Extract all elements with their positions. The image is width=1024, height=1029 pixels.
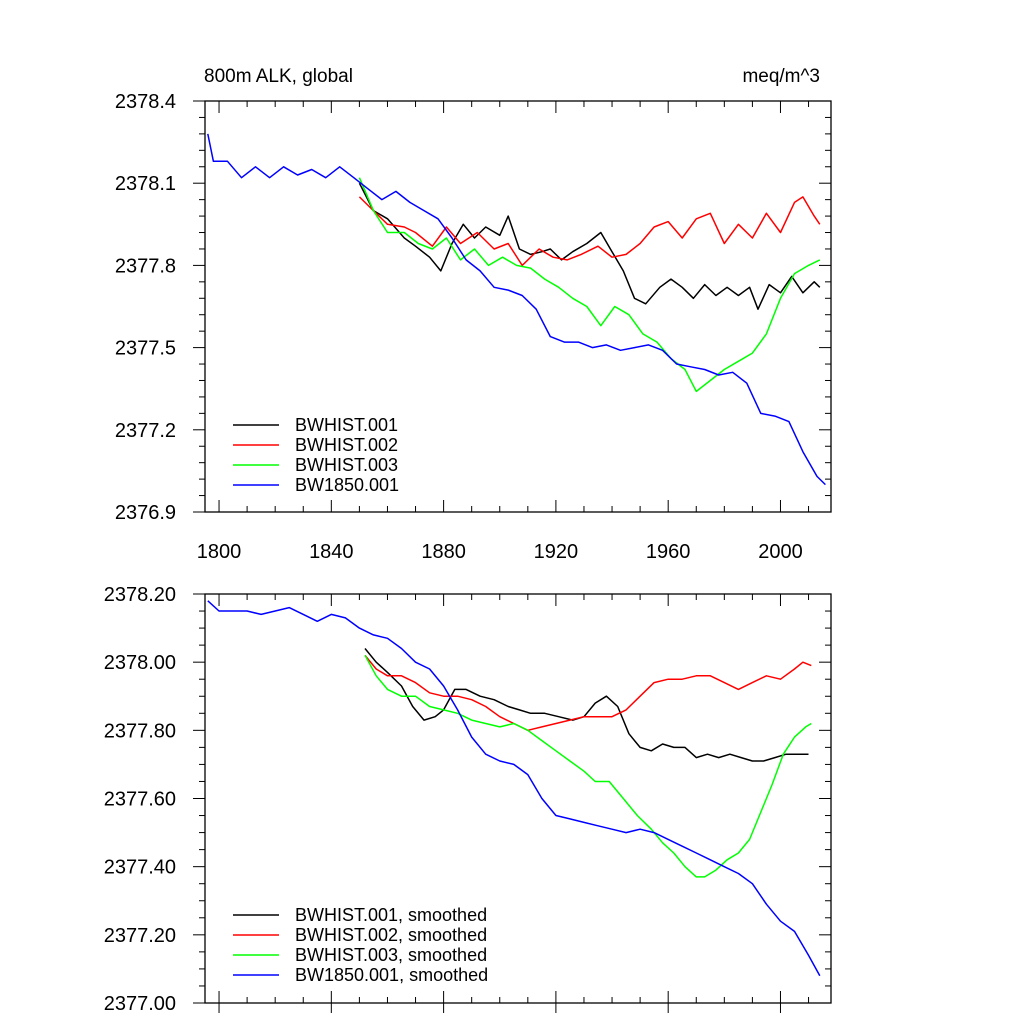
x-tick-label: 2000	[758, 541, 803, 563]
y-tick-label: 2378.1	[115, 173, 176, 195]
top-panel: 800m ALK, global meq/m^3 1800 1840 1880 192…	[115, 66, 832, 563]
x-tick-label: 1960	[646, 541, 691, 563]
y-tick-label: 2377.40	[104, 857, 176, 879]
y-tick-label: 2377.80	[104, 720, 176, 742]
legend-label-2: BWHIST.002, smoothed	[295, 925, 487, 945]
x-tick-label: 1920	[534, 541, 579, 563]
x-tick-label: 1880	[421, 541, 466, 563]
y-tick-label: 2377.00	[104, 993, 176, 1015]
y-tick-label: 2376.9	[115, 502, 176, 524]
legend-label-2: BWHIST.002	[295, 435, 398, 455]
series-line-3	[358, 177, 821, 393]
legend-label-4: BW1850.001, smoothed	[295, 965, 488, 985]
y-tick-label: 2377.5	[115, 338, 176, 360]
y-tick-label: 2378.20	[104, 584, 176, 606]
legend-label-1: BWHIST.001	[295, 415, 398, 435]
legend-label-3: BWHIST.003	[295, 455, 398, 475]
plot-frame	[204, 100, 832, 513]
series-line-1	[358, 182, 821, 310]
y-tick-label: 2378.00	[104, 652, 176, 674]
series-line-4	[207, 600, 821, 977]
legend-label-3: BWHIST.003, smoothed	[295, 945, 487, 965]
series-line-2	[364, 654, 812, 732]
legend-label-1: BWHIST.001, smoothed	[295, 905, 487, 925]
series-line-1	[364, 648, 809, 762]
top-title-right: meq/m^3	[742, 66, 820, 87]
top-title-left: 800m ALK, global	[204, 66, 353, 87]
series-line-4	[207, 133, 826, 486]
y-tick-label: 2377.60	[104, 789, 176, 811]
x-tick-label: 1800	[197, 541, 242, 563]
y-tick-label: 2377.20	[104, 925, 176, 947]
bottom-panel: 2377.00 2377.20 2377.40 2377.60 2377.80 2378.…	[104, 584, 832, 1015]
series-line-2	[358, 196, 821, 267]
y-tick-label: 2377.8	[115, 255, 176, 277]
legend-label-4: BW1850.001	[295, 475, 399, 495]
y-tick-label: 2378.4	[115, 91, 176, 113]
y-tick-label: 2377.2	[115, 420, 176, 442]
series-line-3	[364, 654, 812, 878]
x-tick-label: 1840	[309, 541, 354, 563]
